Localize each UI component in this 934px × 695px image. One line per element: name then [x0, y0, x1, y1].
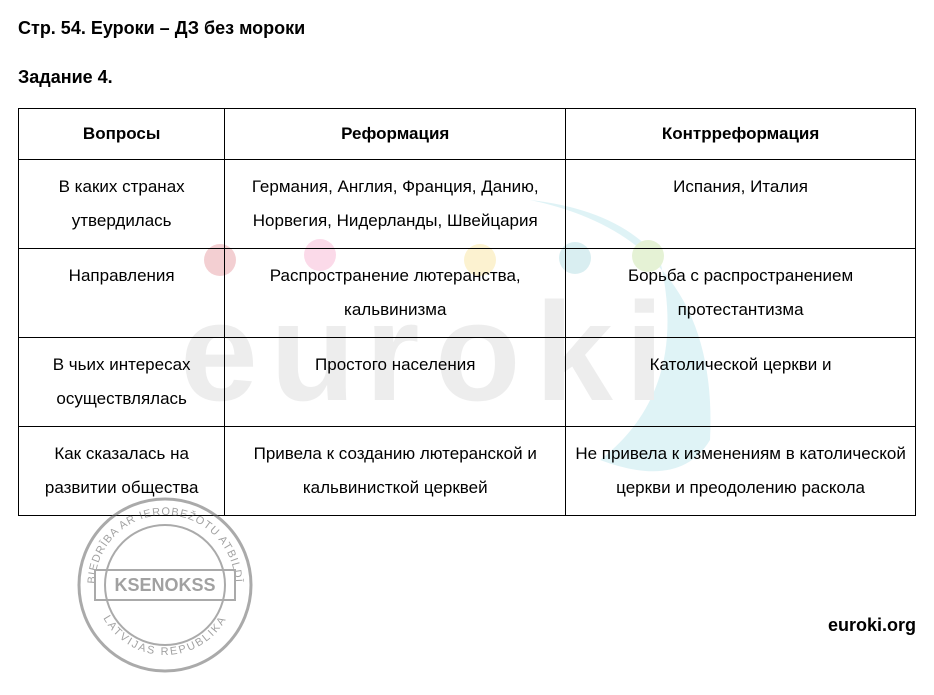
page-title: Стр. 54. Еуроки – ДЗ без мороки [18, 18, 916, 39]
table-header: Вопросы [19, 109, 225, 160]
stamp-watermark: SABIEDRĪBA AR IEROBEŽOTU ATBILDĪBU LATVI… [60, 490, 270, 690]
document-content: Стр. 54. Еуроки – ДЗ без мороки Задание … [0, 0, 934, 516]
table-row: Направления Распространение лютеранства,… [19, 249, 916, 338]
comparison-table: Вопросы Реформация Контрреформация В как… [18, 108, 916, 516]
table-cell: Распространение лютеранства, кальвинизма [225, 249, 566, 338]
table-header-row: Вопросы Реформация Контрреформация [19, 109, 916, 160]
table-row: В каких странах утвердилась Германия, Ан… [19, 160, 916, 249]
table-cell: Испания, Италия [566, 160, 916, 249]
table-cell: Германия, Англия, Франция, Данию, Норвег… [225, 160, 566, 249]
table-cell: В каких странах утвердилась [19, 160, 225, 249]
svg-text:LATVIJAS REPUBLIKA: LATVIJAS REPUBLIKA [101, 613, 230, 658]
table-cell: Борьба с распространением протестантизма [566, 249, 916, 338]
table-cell: Простого населения [225, 338, 566, 427]
footer-domain: euroki.org [828, 615, 916, 636]
table-cell: Как сказалась на развитии общества [19, 427, 225, 516]
table-cell: Не привела к изменениям в католической ц… [566, 427, 916, 516]
table-cell: Направления [19, 249, 225, 338]
table-cell: Привела к созданию лютеранской и кальвин… [225, 427, 566, 516]
table-header: Реформация [225, 109, 566, 160]
table-header: Контрреформация [566, 109, 916, 160]
table-row: Как сказалась на развитии общества Приве… [19, 427, 916, 516]
task-subtitle: Задание 4. [18, 67, 916, 88]
svg-text:KSENOKSS: KSENOKSS [114, 575, 215, 595]
table-cell: В чьих интересах осуществлялась [19, 338, 225, 427]
table-row: В чьих интересах осуществлялась Простого… [19, 338, 916, 427]
table-cell: Католической церкви и [566, 338, 916, 427]
